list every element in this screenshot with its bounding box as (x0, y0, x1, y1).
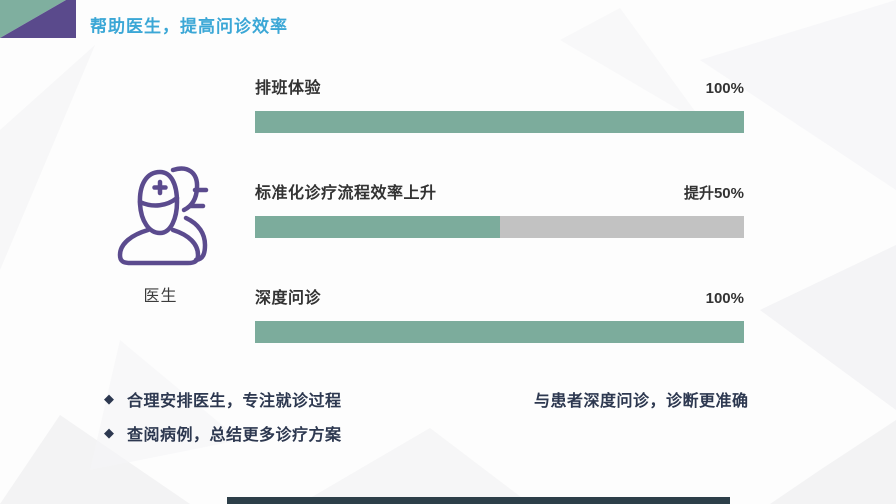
bar-label: 排班体验 (255, 80, 322, 97)
bar-fill (255, 216, 500, 238)
footer-accent-bar (227, 497, 730, 504)
diamond-bullet-icon: ◆ (104, 391, 114, 406)
bar-row: 深度问诊 100% (255, 284, 744, 343)
list-item: ◆ 合理安排医生，专注就诊过程 (104, 382, 342, 416)
doctor-figure: 医生 (103, 160, 218, 306)
bar-track (255, 216, 744, 238)
bar-value: 100% (705, 80, 744, 97)
doctor-label: 医生 (143, 288, 178, 305)
diamond-bullet-icon: ◆ (104, 425, 114, 440)
bullet-list: ◆ 合理安排医生，专注就诊过程 ◆ 查阅病例，总结更多诊疗方案 (104, 382, 342, 450)
bar-label: 标准化诊疗流程效率上升 (255, 185, 437, 202)
bar-row: 标准化诊疗流程效率上升 提升50% (255, 179, 744, 238)
bar-row: 排班体验 100% (255, 74, 744, 133)
bar-track (255, 111, 744, 133)
bullet-text: 合理安排医生，专注就诊过程 (127, 393, 342, 410)
bar-track (255, 321, 744, 343)
list-item: ◆ 查阅病例，总结更多诊疗方案 (104, 416, 342, 450)
doctor-icon (117, 166, 208, 266)
bar-value: 100% (705, 290, 744, 307)
bar-fill (255, 321, 744, 343)
bullet-text: 查阅病例，总结更多诊疗方案 (127, 427, 342, 444)
bar-value: 提升50% (683, 185, 744, 202)
bar-fill (255, 111, 744, 133)
corner-accent-shape (0, 0, 76, 38)
right-note: 与患者深度问诊，诊断更准确 (534, 393, 749, 410)
bar-label: 深度问诊 (255, 290, 322, 307)
page-title: 帮助医生，提高问诊效率 (90, 17, 288, 36)
